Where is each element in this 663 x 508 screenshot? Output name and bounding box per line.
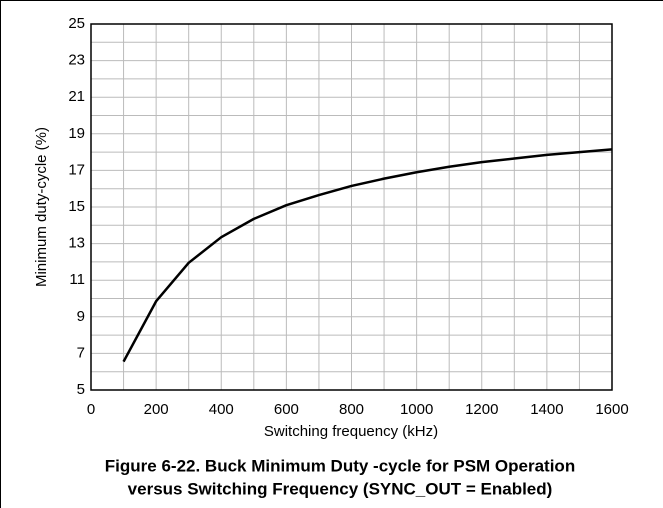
plot-frame (90, 23, 613, 391)
x-tick-label: 400 (209, 401, 234, 418)
y-tick-label: 19 (68, 125, 85, 142)
x-tick-label: 200 (144, 401, 169, 418)
x-tick-label: 800 (339, 401, 364, 418)
caption: Figure 6-22. Buck Minimum Duty -cycle fo… (105, 456, 575, 475)
y-axis-label: Minimum duty-cycle (%) (33, 127, 50, 287)
y-tick-label: 15 (68, 198, 85, 215)
y-tick-label: 25 (68, 15, 85, 32)
x-tick-label: 1400 (530, 401, 563, 418)
x-tick-label: 1200 (465, 401, 498, 418)
y-tick-label: 11 (69, 271, 85, 288)
x-tick-label: 600 (274, 401, 299, 418)
y-tick-label: 17 (68, 161, 85, 178)
y-tick-label: 7 (77, 344, 85, 361)
y-tick-label: 9 (77, 308, 85, 325)
data-line (122, 148, 613, 363)
y-tick-label: 23 (68, 52, 85, 69)
y-tick-label: 21 (68, 88, 85, 105)
x-axis-label: Switching frequency (kHz) (264, 423, 438, 440)
caption: versus Switching Frequency (SYNC_OUT = E… (128, 479, 553, 498)
x-tick-label: 1000 (400, 401, 433, 418)
y-tick-label: 13 (68, 235, 85, 252)
y-tick-label: 5 (77, 381, 85, 398)
x-tick-label: 0 (87, 401, 95, 418)
x-tick-label: 1600 (595, 401, 628, 418)
